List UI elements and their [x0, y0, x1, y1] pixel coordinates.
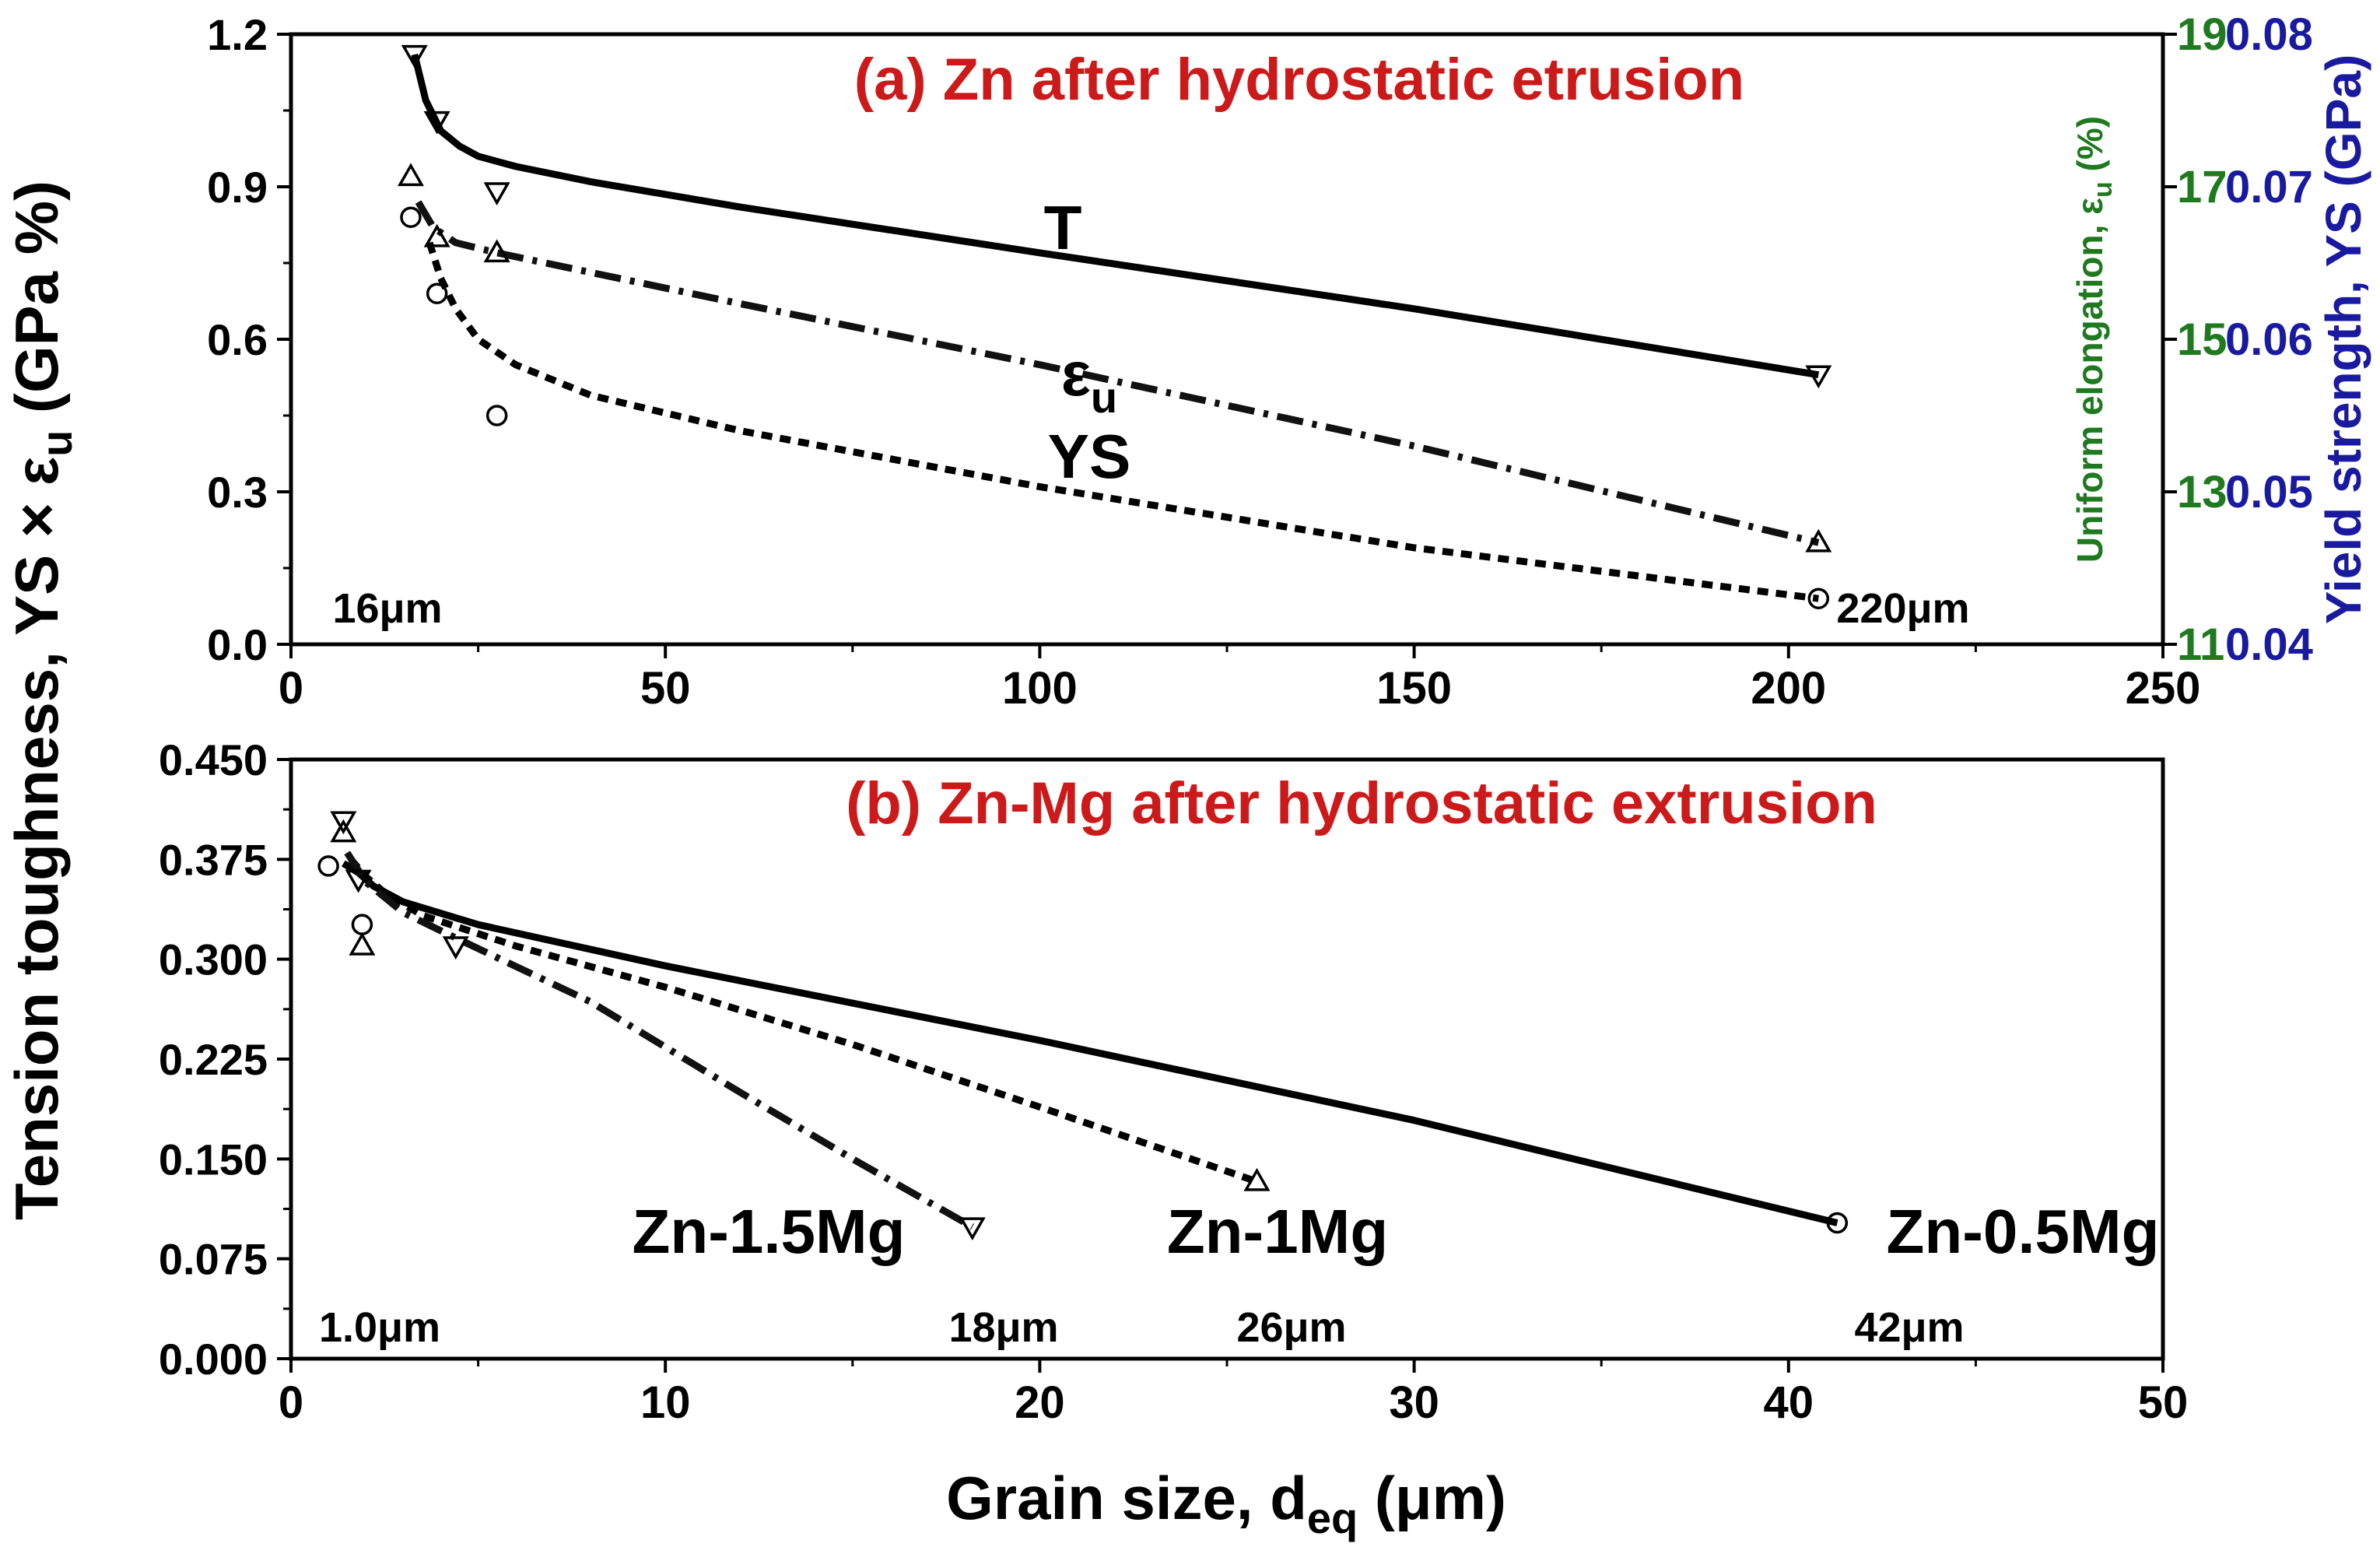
annotation-16um: 16μm — [332, 585, 442, 632]
grain-size-annotation: 1.0μm — [319, 1304, 440, 1351]
data-point — [349, 932, 376, 956]
y-tick-label: 0.9 — [207, 163, 268, 212]
yield-strength-tick-label: 0.04 — [2225, 619, 2313, 670]
x-tick-label: 50 — [2138, 1377, 2189, 1428]
annotation-220um: 220μm — [1836, 585, 1969, 632]
elongation-tick-label: 17 — [2177, 162, 2228, 212]
y-tick-label: 0.075 — [159, 1235, 268, 1284]
data-point — [483, 182, 510, 206]
data-point — [1807, 588, 1830, 609]
elongation-tick-label: 15 — [2177, 314, 2228, 365]
elongation-tick-label: 13 — [2177, 467, 2228, 517]
y-tick-label: 0.0 — [207, 620, 268, 669]
series-line-0 — [411, 54, 1820, 379]
series-line-2 — [426, 241, 1819, 602]
x-tick-label: 20 — [1015, 1377, 1065, 1428]
y-axis-label: Tension toughness, YS × εu (GPa %) — [2, 181, 81, 1220]
series-line-1 — [348, 857, 1258, 1185]
elongation-tick-label: 19 — [2177, 9, 2228, 60]
panel-a-title: (a) Zn after hydrostatic etrusion — [854, 47, 1744, 113]
data-point — [330, 811, 357, 835]
x-tick-label: 10 — [640, 1377, 691, 1428]
series-label-eu-subscript: u — [1091, 373, 1117, 422]
y-tick-label: 0.375 — [159, 835, 268, 884]
elongation-axis-label: Uniform elongation, εu (%) — [2070, 116, 2118, 563]
series-label-YS: YS — [1048, 422, 1131, 491]
x-tick-label: 150 — [1376, 663, 1452, 714]
yield-strength-tick-label: 0.06 — [2225, 314, 2313, 365]
series-label-zn-0.5mg: Zn-0.5Mg — [1886, 1197, 2159, 1266]
x-tick-label: 30 — [1389, 1377, 1439, 1428]
x-tick-label: 0 — [279, 1377, 303, 1428]
data-point — [317, 855, 339, 877]
data-point — [397, 163, 424, 187]
series-label-zn-1mg: Zn-1Mg — [1167, 1197, 1388, 1266]
series-label-T: T — [1044, 193, 1082, 262]
data-point — [485, 405, 508, 426]
grain-size-annotation: 42μm — [1854, 1304, 1964, 1351]
data-point — [1805, 528, 1832, 552]
x-tick-label: 0 — [279, 663, 303, 714]
data-point — [442, 936, 469, 960]
y-tick-label: 0.225 — [159, 1035, 268, 1084]
yield-strength-axis-label: Yield strength, YS (GPa) — [2315, 54, 2371, 625]
series-label-zn-1.5mg: Zn-1.5Mg — [632, 1197, 905, 1266]
panel-b-title: (b) Zn-Mg after hydrostatic extrusion — [846, 770, 1877, 837]
series-label-eu: εu — [1061, 339, 1117, 422]
x-tick-label: 200 — [1751, 663, 1826, 714]
grain-size-annotation: 18μm — [948, 1304, 1058, 1351]
series-line-0 — [342, 860, 1838, 1226]
data-point — [423, 223, 450, 247]
x-tick-label: 50 — [640, 663, 691, 714]
yield-strength-tick-label: 0.07 — [2225, 162, 2313, 212]
data-point — [483, 239, 510, 263]
panel-a-plot: 0 50 100 150 200 250 0.0 0.3 0.6 0.9 1.2 11 13 15 17 19… — [207, 9, 2313, 714]
series-line-1 — [415, 200, 1820, 546]
data-point — [426, 282, 448, 304]
x-axis-label: Grain size, deq (μm) — [946, 1464, 1506, 1542]
yield-strength-tick-label: 0.05 — [2225, 467, 2313, 517]
elongation-tick-label: 11 — [2177, 619, 2224, 670]
y-tick-label: 0.450 — [159, 735, 268, 784]
data-point — [401, 44, 428, 68]
y-tick-label: 0.6 — [207, 315, 268, 364]
yield-strength-tick-label: 0.08 — [2225, 9, 2313, 60]
data-point — [423, 110, 450, 135]
data-point — [1805, 365, 1832, 389]
x-tick-label: 100 — [1002, 663, 1078, 714]
data-point — [400, 206, 422, 228]
y-tick-label: 0.150 — [159, 1135, 268, 1184]
y-tick-label: 0.000 — [159, 1335, 268, 1384]
grain-size-annotation: 26μm — [1236, 1304, 1346, 1351]
data-point — [330, 819, 357, 843]
y-tick-label: 1.2 — [207, 10, 268, 59]
y-tick-label: 0.300 — [159, 935, 268, 984]
data-point — [1243, 1167, 1271, 1191]
series-line-2 — [344, 851, 975, 1230]
data-point — [959, 1217, 986, 1241]
y-tick-label: 0.3 — [207, 468, 268, 517]
data-point — [1826, 1212, 1849, 1234]
panel-a-frame — [289, 32, 2165, 647]
x-tick-label: 40 — [1764, 1377, 1814, 1428]
data-point — [351, 914, 373, 935]
data-point — [345, 869, 372, 893]
panel-b-plot: 0 10 20 30 40 50 0.000 0.075 0.150 0.225 0.300 0.37… — [159, 735, 2188, 1428]
x-tick-label: 250 — [2126, 663, 2201, 714]
panel-b-frame — [289, 757, 2165, 1361]
